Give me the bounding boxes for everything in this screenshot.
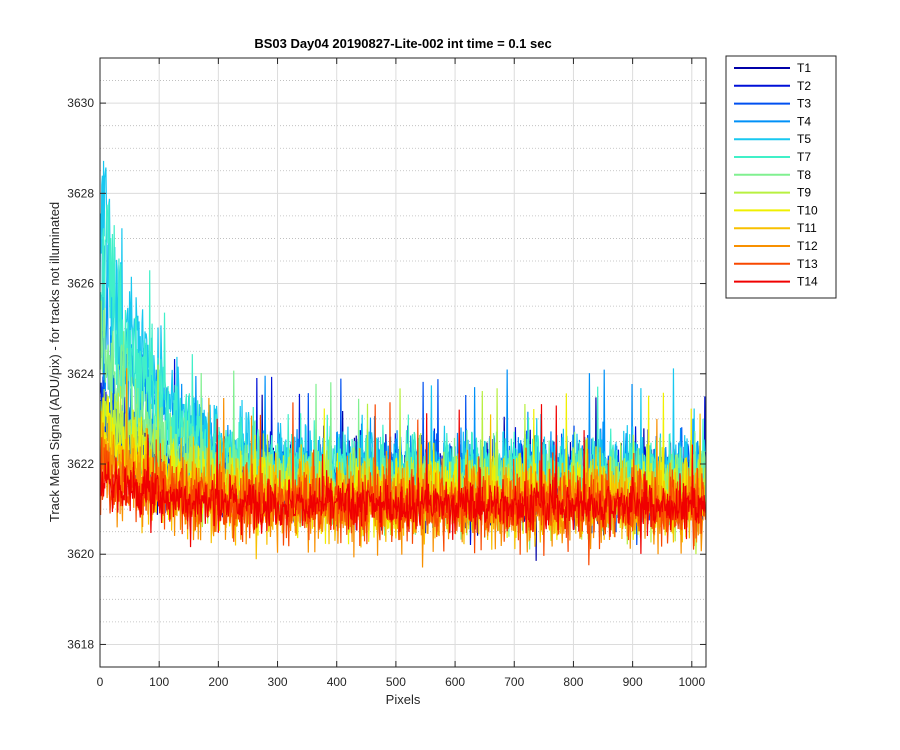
x-tick-label: 200 (208, 675, 228, 689)
axes-box (99, 57, 707, 668)
x-tick-label: 0 (97, 675, 104, 689)
legend-label-T1: T1 (797, 61, 811, 75)
y-axis-label: Track Mean Signal (ADU/pix) - for tracks… (47, 202, 62, 522)
x-tick-label: 1000 (678, 675, 705, 689)
legend-label-T8: T8 (797, 168, 811, 182)
x-tick-label: 500 (386, 675, 406, 689)
plot-area (100, 58, 706, 667)
series-group (100, 160, 706, 568)
y-tick-label: 3624 (67, 367, 94, 381)
legend-label-T13: T13 (797, 257, 818, 271)
y-tick-label: 3630 (67, 96, 94, 110)
x-tick-label: 800 (563, 675, 583, 689)
legend-label-T11: T11 (797, 221, 817, 235)
y-tick-label: 3620 (67, 547, 94, 561)
legend: T1 T2 T3 T4 T5 T7 T8 T9 T10 T11 T12 T13 T14 (725, 55, 837, 299)
ticks: 0 100 200 300 400 500 600 700 800 900 1000 3618 3620… (67, 58, 706, 689)
x-tick-label: 700 (504, 675, 524, 689)
x-tick-label: 400 (327, 675, 347, 689)
y-tick-label: 3628 (67, 186, 94, 200)
legend-label-T12: T12 (797, 239, 818, 253)
legend-label-T5: T5 (797, 132, 811, 146)
x-tick-label: 600 (445, 675, 465, 689)
x-tick-label: 900 (623, 675, 643, 689)
legend-label-T4: T4 (797, 114, 811, 128)
chart-title: BS03 Day04 20190827-Lite-002 int time = … (254, 36, 551, 51)
x-tick-label: 100 (149, 675, 169, 689)
series-line-T14 (100, 404, 706, 554)
legend-label-T14: T14 (797, 275, 818, 289)
legend-label-T3: T3 (797, 97, 811, 111)
x-axis-label: Pixels (386, 692, 421, 707)
legend-label-T9: T9 (797, 186, 811, 200)
y-tick-label: 3622 (67, 457, 94, 471)
y-tick-label: 3618 (67, 637, 94, 651)
legend-box (725, 55, 837, 299)
x-tick-label: 300 (268, 675, 288, 689)
legend-label-T7: T7 (797, 150, 811, 164)
legend-label-T2: T2 (797, 79, 811, 93)
y-tick-label: 3626 (67, 277, 94, 291)
legend-label-T10: T10 (797, 203, 818, 217)
